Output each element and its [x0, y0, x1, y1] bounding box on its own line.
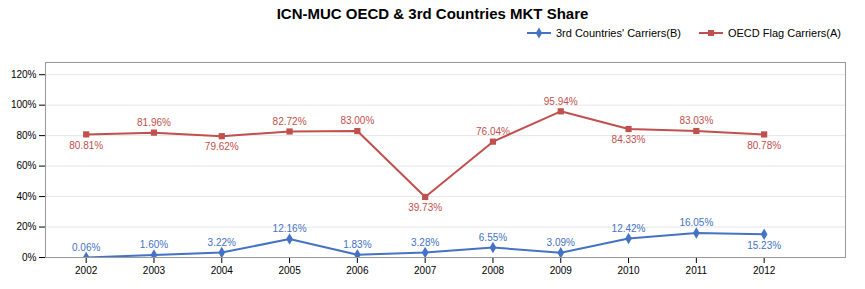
- svg-text:2005: 2005: [278, 265, 301, 276]
- svg-text:81.96%: 81.96%: [137, 117, 171, 128]
- svg-text:80.78%: 80.78%: [747, 140, 781, 151]
- svg-text:0.06%: 0.06%: [72, 242, 100, 253]
- svg-text:83.03%: 83.03%: [679, 115, 713, 126]
- svg-text:2007: 2007: [414, 265, 437, 276]
- svg-text:2009: 2009: [550, 265, 573, 276]
- svg-text:84.33%: 84.33%: [612, 134, 646, 145]
- svg-text:39.73%: 39.73%: [408, 202, 442, 213]
- svg-text:2008: 2008: [482, 265, 505, 276]
- svg-text:6.55%: 6.55%: [479, 232, 507, 243]
- svg-text:20%: 20%: [16, 221, 36, 232]
- svg-text:120%: 120%: [11, 69, 37, 80]
- svg-text:2006: 2006: [346, 265, 369, 276]
- svg-text:12.16%: 12.16%: [273, 223, 307, 234]
- svg-text:15.23%: 15.23%: [747, 239, 781, 250]
- svg-text:3.22%: 3.22%: [208, 237, 236, 248]
- svg-text:1.83%: 1.83%: [343, 239, 371, 250]
- svg-text:2011: 2011: [686, 265, 708, 276]
- svg-text:60%: 60%: [16, 160, 36, 171]
- svg-text:1.60%: 1.60%: [140, 239, 168, 250]
- svg-text:0%: 0%: [22, 252, 37, 263]
- svg-text:80.81%: 80.81%: [69, 140, 103, 151]
- svg-text:2003: 2003: [143, 265, 166, 276]
- svg-text:95.94%: 95.94%: [544, 96, 578, 107]
- html-text:OECD Flag Carriers(A): OECD Flag Carriers(A): [727, 27, 841, 39]
- svg-text:82.72%: 82.72%: [273, 116, 307, 127]
- svg-text:16.05%: 16.05%: [679, 217, 713, 228]
- svg-text:40%: 40%: [16, 191, 36, 202]
- svg-text:3.28%: 3.28%: [411, 237, 439, 248]
- svg-text:100%: 100%: [11, 99, 37, 110]
- html-text:3rd Countries' Carriers(B): 3rd Countries' Carriers(B): [556, 27, 681, 39]
- svg-text:83.00%: 83.00%: [340, 115, 374, 126]
- svg-text:76.04%: 76.04%: [476, 126, 510, 137]
- svg-text:3.09%: 3.09%: [547, 237, 575, 248]
- svg-text:79.62%: 79.62%: [205, 141, 239, 152]
- svg-text:2002: 2002: [75, 265, 98, 276]
- svg-text:2004: 2004: [211, 265, 234, 276]
- svg-text:12.42%: 12.42%: [612, 223, 646, 234]
- svg-text:80%: 80%: [16, 130, 36, 141]
- html-text:ICN-MUC OECD & 3rd Countries M: ICN-MUC OECD & 3rd Countries MKT Share: [276, 5, 589, 22]
- svg-text:2010: 2010: [617, 265, 640, 276]
- svg-text:2012: 2012: [753, 265, 776, 276]
